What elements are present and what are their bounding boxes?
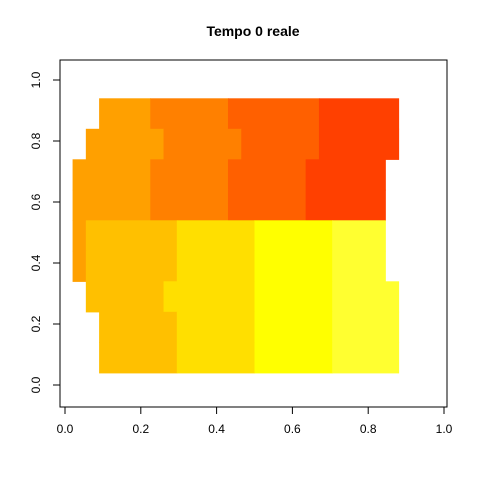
- y-tick-label: 0.4: [29, 254, 43, 271]
- x-tick-label: 0.6: [284, 422, 301, 436]
- heatmap-cell: [332, 342, 400, 374]
- heatmap-cell: [332, 220, 386, 252]
- y-tick-label: 1.0: [29, 71, 43, 88]
- heatmap-cell: [99, 311, 178, 343]
- y-tick-label: 0.6: [29, 193, 43, 210]
- heatmap-cell: [332, 281, 400, 313]
- heatmap-cell: [99, 342, 178, 374]
- heatmap-cell: [176, 342, 256, 374]
- y-tick-label: 0.2: [29, 315, 43, 332]
- heatmap-cell: [85, 281, 165, 313]
- heatmap-cell: [85, 189, 151, 221]
- heatmap-cell: [318, 128, 400, 160]
- heatmap-cell: [254, 220, 333, 252]
- heatmap-cell: [99, 98, 151, 130]
- heatmap-cell: [241, 128, 320, 160]
- heatmap-cell: [254, 250, 333, 282]
- heatmap-cell: [85, 128, 165, 160]
- x-tick-label: 1.0: [436, 422, 453, 436]
- heatmap-cell: [85, 220, 178, 252]
- heatmap-cell: [227, 159, 307, 191]
- heatmap-cell: [72, 159, 151, 191]
- heatmap-cell: [305, 189, 386, 221]
- x-tick-label: 0.8: [360, 422, 377, 436]
- chart-title: Tempo 0 reale: [206, 23, 299, 39]
- heatmap-cell: [150, 189, 229, 221]
- y-tick-label: 0.0: [29, 376, 43, 393]
- heatmap-cell: [254, 281, 333, 313]
- x-tick-label: 0.4: [208, 422, 225, 436]
- heatmap-cell: [254, 311, 333, 343]
- y-axis: 0.0 0.2 0.4 0.6 0.8 1.0: [29, 71, 61, 393]
- heatmap-cell: [163, 128, 242, 160]
- heatmap-cell: [150, 98, 229, 130]
- heatmap-cell: [176, 311, 256, 343]
- heatmap-cell: [254, 342, 333, 374]
- heatmap-cell: [227, 98, 320, 130]
- heatmap-cell: [72, 220, 87, 252]
- heatmap-cell: [176, 220, 256, 252]
- heatmap-cell: [72, 250, 87, 282]
- heatmap-cell: [85, 250, 178, 282]
- x-tick-label: 0.0: [57, 422, 74, 436]
- x-axis: 0.0 0.2 0.4 0.6 0.8 1.0: [57, 406, 453, 436]
- heatmap-cell: [318, 98, 400, 130]
- heatmap-cell: [227, 189, 307, 221]
- heatmap-cell: [332, 311, 400, 343]
- heatmap-cell: [305, 159, 386, 191]
- heatmap-cell: [163, 281, 256, 313]
- heatmap-cell: [176, 250, 256, 282]
- y-tick-label: 0.8: [29, 132, 43, 149]
- heatmap-cell: [72, 189, 87, 221]
- heatmap-cell: [332, 250, 386, 282]
- heatmap-cell: [150, 159, 229, 191]
- heatmap-cells: [72, 98, 400, 374]
- x-tick-label: 0.2: [132, 422, 149, 436]
